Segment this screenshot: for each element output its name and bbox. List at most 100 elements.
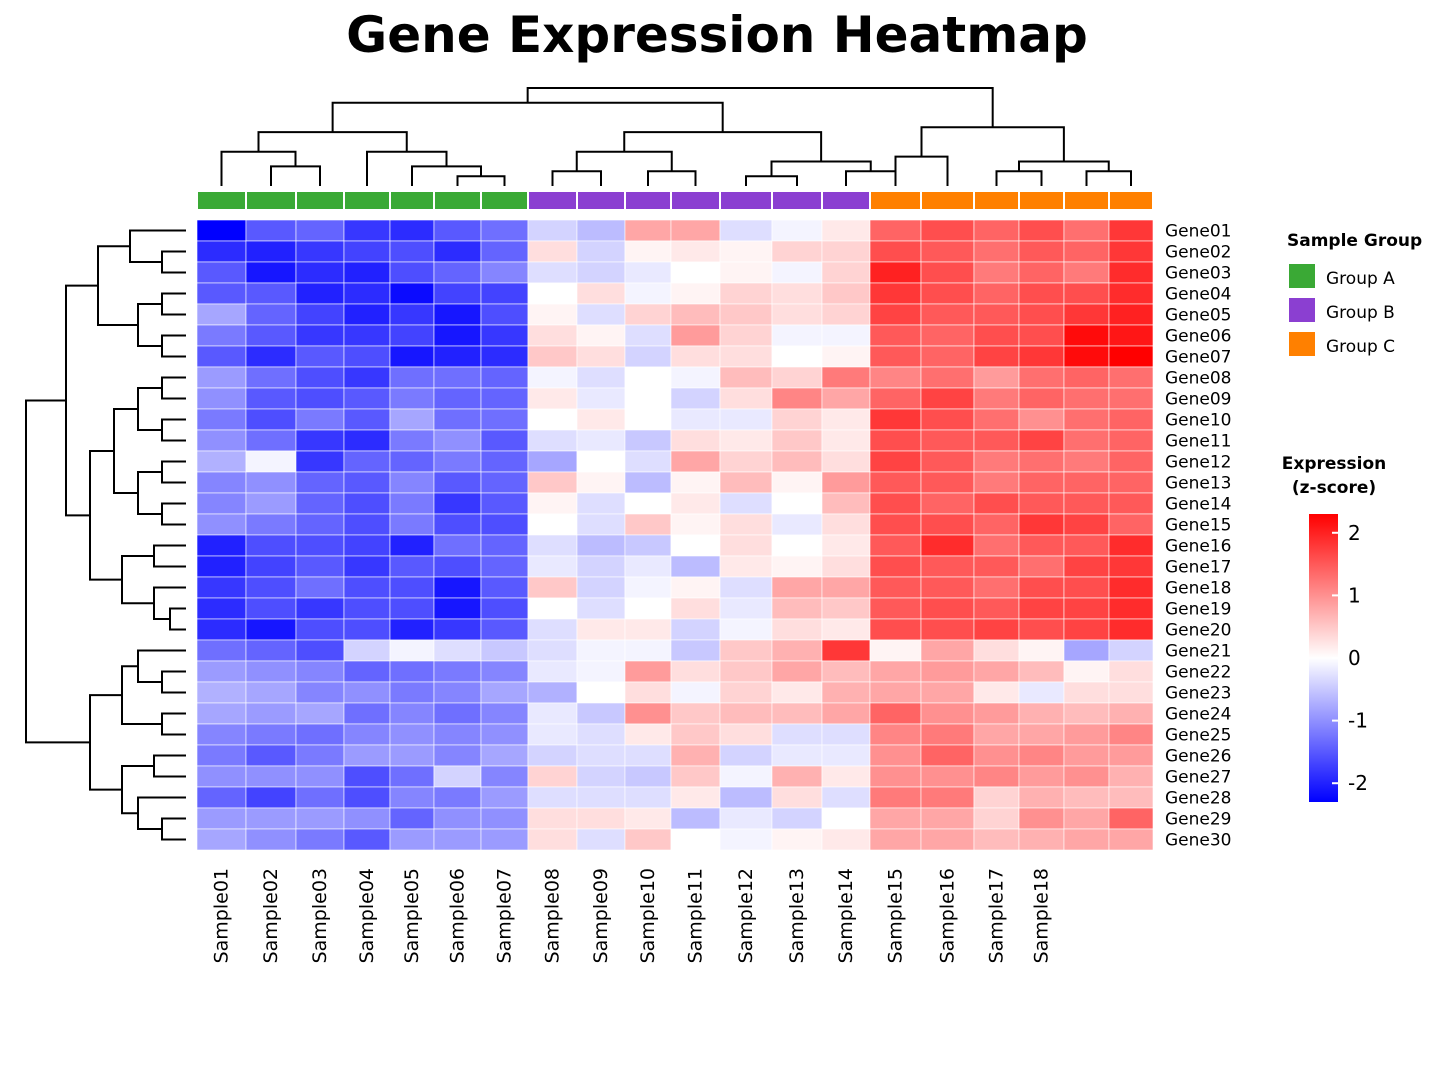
dendrogram-branch xyxy=(331,101,724,133)
heatmap-cell xyxy=(1018,744,1065,767)
dendrogram-branch xyxy=(25,399,90,744)
heatmap-cell xyxy=(1063,261,1110,284)
heatmap-cell xyxy=(624,807,672,830)
heatmap-cell xyxy=(1018,786,1065,809)
heatmap-cell xyxy=(1108,681,1154,704)
dendrogram-branch xyxy=(995,170,1043,186)
heatmap-cell xyxy=(527,366,578,389)
heatmap-cell xyxy=(343,723,391,746)
heatmap-cell xyxy=(196,324,247,347)
heatmap-cell xyxy=(920,828,975,851)
heatmap-cell xyxy=(480,639,529,662)
expression-legend-subtitle: (z-score) xyxy=(1292,478,1376,498)
heatmap-cell xyxy=(343,744,391,767)
heatmap-cell xyxy=(670,345,721,368)
heatmap-cell xyxy=(670,471,721,494)
heatmap-cell xyxy=(480,555,529,578)
colorbar-tick-label: 1 xyxy=(1348,583,1361,607)
heatmap-cell xyxy=(973,639,1020,662)
group-annotation-cell xyxy=(869,190,922,211)
heatmap-cell xyxy=(433,807,482,830)
heatmap-cell xyxy=(869,324,922,347)
heatmap-cell xyxy=(527,723,578,746)
heatmap-cell xyxy=(624,408,672,431)
chart-title: Gene Expression Heatmap xyxy=(346,6,1088,64)
heatmap-cell xyxy=(433,786,482,809)
heatmap-cell xyxy=(480,786,529,809)
gene-labels: Gene01Gene02Gene03Gene04Gene05Gene06Gene… xyxy=(1165,222,1232,851)
heatmap-cell xyxy=(973,702,1020,725)
heatmap-cell xyxy=(389,240,435,263)
heatmap-cell xyxy=(1018,240,1065,263)
heatmap-cell xyxy=(719,429,773,452)
heatmap-cell xyxy=(389,534,435,557)
heatmap-cell xyxy=(196,240,247,263)
heatmap-cell xyxy=(821,807,871,830)
gene-label: Gene07 xyxy=(1165,348,1232,368)
dendrogram-branch xyxy=(153,586,186,620)
heatmap-cell xyxy=(196,828,247,851)
heatmap-cell xyxy=(196,534,247,557)
sample-label: Sample05 xyxy=(401,868,423,963)
heatmap-cell xyxy=(196,555,247,578)
heatmap-cell xyxy=(245,576,297,599)
heatmap-cell xyxy=(821,765,871,788)
heatmap-cell xyxy=(920,702,975,725)
heatmap-cell xyxy=(1108,429,1154,452)
sample-label: Sample11 xyxy=(685,868,707,963)
heatmap-cell xyxy=(527,429,578,452)
heatmap-cell xyxy=(973,471,1020,494)
heatmap-cell xyxy=(719,723,773,746)
group-legend-title: Sample Group xyxy=(1287,231,1422,251)
gene-label: Gene02 xyxy=(1165,243,1232,263)
gene-label: Gene13 xyxy=(1165,474,1232,494)
legend-label-group-a: Group A xyxy=(1326,269,1395,289)
heatmap-cell xyxy=(670,723,721,746)
legend-label-group-b: Group B xyxy=(1326,303,1395,323)
heatmap-cell xyxy=(869,240,922,263)
heatmap-cell xyxy=(433,429,482,452)
heatmap-cell xyxy=(480,597,529,620)
heatmap-cell xyxy=(973,303,1020,326)
group-annotation-cell xyxy=(1108,190,1154,211)
heatmap-cell xyxy=(1108,282,1154,305)
heatmap-cell xyxy=(973,324,1020,347)
heatmap-cell xyxy=(973,513,1020,536)
heatmap-cell xyxy=(624,429,672,452)
gene-label: Gene26 xyxy=(1165,747,1232,767)
heatmap-cell xyxy=(670,408,721,431)
heatmap-cell xyxy=(343,471,391,494)
heatmap-cell xyxy=(869,723,922,746)
group-annotation-cell xyxy=(1018,190,1065,211)
heatmap-cell xyxy=(245,471,297,494)
dendrogram-branch xyxy=(647,170,697,186)
heatmap-cell xyxy=(771,807,823,830)
heatmap-cell xyxy=(343,429,391,452)
heatmap-cell xyxy=(527,555,578,578)
heatmap-cell xyxy=(433,513,482,536)
gene-label: Gene18 xyxy=(1165,579,1232,599)
dendrogram-branch xyxy=(270,165,321,186)
heatmap-cell xyxy=(389,345,435,368)
heatmap-cell xyxy=(920,471,975,494)
heatmap-cell xyxy=(245,345,297,368)
heatmap-cell xyxy=(624,324,672,347)
heatmap-cell xyxy=(480,408,529,431)
heatmap-cell xyxy=(821,702,871,725)
heatmap-cell xyxy=(196,639,247,662)
heatmap-cell xyxy=(920,282,975,305)
heatmap-cell xyxy=(1018,492,1065,515)
sample-label: Sample07 xyxy=(494,868,516,963)
heatmap-cell xyxy=(527,450,578,473)
heatmap-cell xyxy=(670,639,721,662)
sample-label: Sample06 xyxy=(447,868,469,963)
dendrogram-branch xyxy=(161,712,186,736)
heatmap-cell xyxy=(670,240,721,263)
heatmap-cell xyxy=(343,828,391,851)
heatmap-cell xyxy=(624,660,672,683)
heatmap-cell xyxy=(973,450,1020,473)
heatmap-cell xyxy=(670,702,721,725)
heatmap-cell xyxy=(576,639,626,662)
dendrogram-branch xyxy=(551,170,602,186)
heatmap-cell xyxy=(245,240,297,263)
